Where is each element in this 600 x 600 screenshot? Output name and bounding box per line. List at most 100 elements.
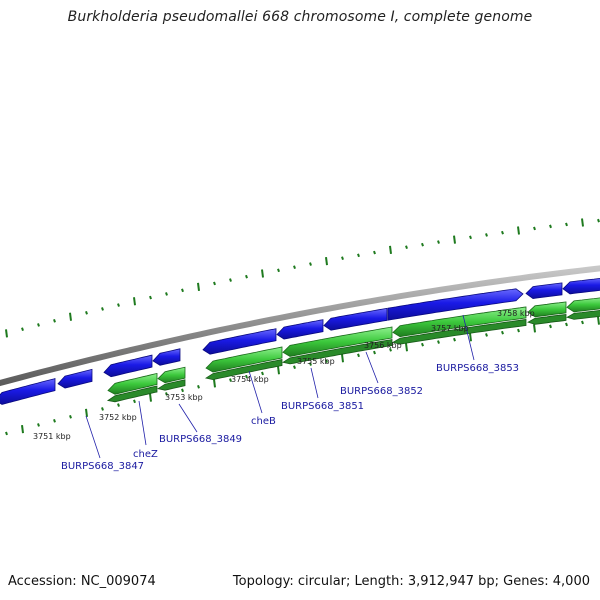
- gene-label-chez[interactable]: cheZ: [133, 449, 158, 460]
- forward-gene-2: [57, 368, 93, 389]
- gc-tick-inner: [453, 337, 456, 342]
- gc-tick-outer: [501, 230, 504, 235]
- gc-tick-inner: [309, 362, 312, 366]
- gc-tick-outer: [373, 250, 376, 255]
- label-leader-line: [310, 367, 319, 399]
- gc-tick-outer: [261, 269, 264, 278]
- genome-summary-text: Topology: circular; Length: 3,912,947 bp…: [232, 574, 590, 589]
- reverse-gene-upper-6: [527, 301, 567, 318]
- gc-tick-inner: [437, 340, 440, 344]
- gc-tick-outer: [149, 295, 152, 300]
- reverse-strand-genes: [106, 297, 600, 403]
- gc-tick-inner: [261, 371, 264, 376]
- forward-gene-4: [152, 348, 181, 366]
- reverse-gene-lower-2: [156, 379, 186, 391]
- gc-tick-outer: [229, 278, 232, 282]
- gene-label-burps668-3849[interactable]: BURPS668_3849: [159, 434, 242, 445]
- gc-tick-inner: [549, 324, 552, 329]
- reverse-gene-upper-5: [392, 306, 527, 338]
- reverse-gene-upper-7: [566, 297, 600, 313]
- gc-tick-outer: [309, 262, 312, 266]
- kbp-label-3752: 3752 kbp: [99, 413, 137, 422]
- gc-tick-outer: [293, 265, 296, 269]
- kbp-label-3756: 3756 kbp: [364, 341, 402, 350]
- gc-tick-outer: [53, 319, 56, 323]
- gc-tick-outer: [357, 253, 360, 258]
- gc-tick-outer: [597, 218, 600, 223]
- reverse-gene-lower-1: [106, 385, 158, 403]
- map-title: Burkholderia pseudomallei 668 chromosome…: [67, 9, 533, 25]
- forward-gene-10: [562, 277, 600, 295]
- reverse-gene-upper-2: [157, 366, 186, 384]
- kbp-label-3754: 3754 kbp: [231, 375, 269, 384]
- label-leader-line: [178, 403, 198, 433]
- gc-tick-outer: [485, 233, 488, 237]
- gc-tick-outer: [341, 256, 344, 261]
- gene-label-burps668-3847[interactable]: BURPS668_3847: [61, 461, 144, 472]
- accession-text: Accession: NC_009074: [8, 574, 156, 589]
- gc-tick-outer: [549, 224, 552, 229]
- gc-skew-track-inner: [5, 316, 600, 436]
- gc-tick-outer: [517, 226, 520, 235]
- gc-tick-outer: [197, 282, 200, 291]
- gc-tick-inner: [373, 350, 376, 355]
- gc-tick-inner: [565, 322, 568, 327]
- forward-gene-1: [0, 378, 56, 405]
- label-leader-line: [365, 351, 379, 384]
- reverse-gene-upper-1: [107, 373, 158, 395]
- gc-tick-inner: [517, 328, 520, 333]
- gc-tick-inner: [117, 403, 120, 407]
- gc-tick-outer: [437, 240, 440, 244]
- reverse-gene-lower-7: [565, 309, 600, 320]
- gc-tick-inner: [405, 343, 408, 352]
- gc-tick-outer: [389, 245, 392, 254]
- reverse-gene-upper-3: [205, 346, 283, 373]
- gc-tick-outer: [5, 329, 8, 338]
- gc-tick-inner: [181, 388, 184, 393]
- gc-tick-outer: [69, 312, 72, 321]
- kbp-label-3758: 3758 kbp: [497, 309, 535, 318]
- gc-tick-outer: [469, 235, 472, 240]
- gc-tick-inner: [21, 425, 24, 434]
- label-leader-line: [462, 314, 475, 361]
- gc-tick-outer: [277, 268, 280, 273]
- gc-tick-inner: [149, 393, 152, 402]
- gc-tick-outer: [421, 242, 424, 247]
- gc-tick-inner: [37, 423, 40, 427]
- reverse-gene-lower-4: [281, 339, 393, 365]
- gc-tick-inner: [53, 419, 56, 423]
- gc-tick-outer: [37, 323, 40, 327]
- gc-tick-inner: [133, 399, 136, 404]
- gene-label-burps668-3851[interactable]: BURPS668_3851: [281, 401, 364, 412]
- gc-tick-inner: [501, 330, 504, 335]
- gc-tick-inner: [357, 353, 360, 358]
- kbp-label-3751: 3751 kbp: [33, 432, 71, 441]
- label-leader-line: [248, 370, 263, 414]
- gc-tick-outer: [581, 218, 584, 227]
- kbp-label-3753: 3753 kbp: [165, 393, 203, 402]
- label-leader-line: [138, 400, 147, 446]
- gc-tick-outer: [133, 297, 136, 306]
- gc-tick-inner: [197, 385, 200, 389]
- gc-tick-inner: [533, 324, 536, 333]
- kbp-label-3755: 3755 kbp: [297, 357, 335, 366]
- gc-tick-inner: [581, 320, 584, 325]
- reverse-gene-lower-5: [391, 319, 527, 345]
- forward-gene-7: [323, 307, 388, 331]
- gc-tick-inner: [293, 365, 296, 369]
- forward-strand-genes: [0, 277, 600, 405]
- gc-tick-outer: [101, 307, 104, 311]
- forward-gene-8: [387, 288, 524, 321]
- gene-label-burps668-3852[interactable]: BURPS668_3852: [340, 386, 423, 397]
- gene-label-burps668-3853[interactable]: BURPS668_3853: [436, 363, 519, 374]
- gc-tick-outer: [117, 303, 120, 307]
- gc-tick-outer: [165, 292, 168, 296]
- gc-tick-outer: [181, 288, 184, 293]
- forward-gene-6: [276, 319, 324, 340]
- gc-tick-outer: [213, 281, 216, 286]
- label-leader-line: [85, 415, 101, 459]
- gc-tick-outer: [533, 226, 536, 231]
- chromosome-backbone: [0, 265, 600, 387]
- gc-tick-inner: [485, 333, 488, 337]
- gene-label-cheb[interactable]: cheB: [251, 416, 276, 427]
